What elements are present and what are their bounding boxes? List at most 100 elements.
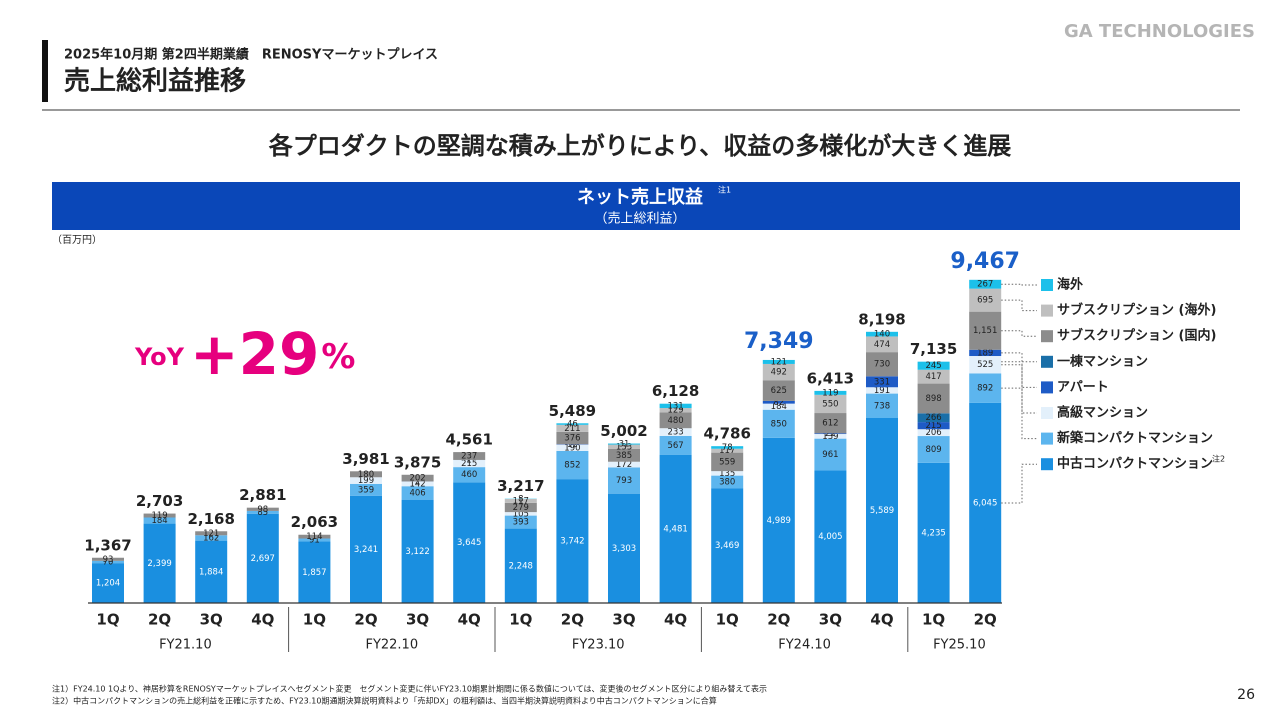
page-number: 26 (1237, 687, 1255, 703)
value-label: 117 (513, 496, 529, 506)
bar-segment (814, 433, 847, 435)
legend-swatch (1041, 432, 1053, 445)
value-label: 898 (925, 394, 941, 404)
bar-segment (814, 470, 847, 603)
legend-swatch (1041, 279, 1053, 291)
bar-segment (659, 428, 692, 436)
value-label: 119 (822, 388, 838, 398)
bar-segment (659, 408, 692, 413)
bar-segment (866, 376, 898, 388)
bar-segment (350, 477, 382, 484)
bar-segment (298, 534, 331, 539)
title: 売上総利益推移 (64, 66, 246, 97)
value-label: 738 (874, 401, 890, 411)
group-label: FY25.10 (933, 638, 986, 653)
bar-segment (246, 513, 279, 603)
value-label: 5,589 (870, 506, 894, 516)
value-label: 267 (977, 280, 993, 290)
value-label: 460 (461, 470, 477, 480)
value-label: 3,645 (457, 538, 481, 548)
value-label: 172 (616, 460, 632, 470)
total-label: 7,349 (744, 329, 814, 354)
x-tick-label: 1Q (96, 611, 119, 629)
bar-segment (969, 356, 1002, 374)
x-tick-label: 4Q (251, 611, 274, 629)
value-label: 78 (722, 443, 733, 453)
value-label: 93 (103, 555, 114, 565)
value-label: 2,697 (251, 554, 275, 564)
value-label: 961 (822, 450, 838, 460)
value-label: 793 (616, 476, 632, 486)
bar-segment (917, 436, 950, 463)
value-label: 245 (925, 361, 941, 371)
bar-segment (659, 412, 692, 429)
value-label: 850 (771, 419, 787, 429)
bar-segment (608, 443, 640, 445)
value-label: 82 (773, 398, 784, 408)
total-label: 4,561 (445, 431, 492, 449)
value-label: 121 (203, 529, 219, 539)
value-label: 119 (151, 511, 167, 521)
value-label: 139 (822, 432, 838, 442)
legend-label: 一棟マンション (1057, 353, 1148, 369)
legend-label: 海外 (1057, 277, 1083, 293)
value-label: 237 (461, 452, 477, 462)
bar-segment (711, 475, 744, 489)
value-label: 1,857 (302, 568, 326, 578)
bar-segment (556, 479, 589, 603)
value-label: 852 (564, 461, 580, 471)
bar-segment (917, 413, 950, 423)
unit-label: （百万円） (52, 234, 102, 246)
value-label: 105 (513, 509, 529, 519)
bar-segment (504, 512, 537, 516)
leader-line (1001, 364, 1037, 414)
value-label: 4,989 (767, 516, 791, 526)
footnote: 注1）FY24.10 1Qより、神居秒算をRENOSYマーケットプレイスへセグメ… (52, 684, 767, 694)
bar-segment (504, 528, 537, 603)
bar-segment (762, 437, 795, 603)
yoy-label: YoY (134, 343, 185, 371)
x-tick-label: 2Q (767, 611, 790, 629)
bar-segment (762, 400, 795, 404)
bar-segment (969, 288, 1002, 312)
subtitle: 2025年10月期 第2四半期業績 RENOSYマーケットプレイス (64, 47, 438, 63)
value-label: 12 (567, 440, 578, 450)
bar-segment (608, 461, 640, 468)
bar-segment (298, 538, 331, 542)
total-label: 5,489 (549, 402, 596, 420)
total-label: 6,413 (807, 369, 854, 387)
bar-segment (504, 515, 537, 529)
bar-segment (195, 531, 228, 536)
bar-segment (866, 331, 898, 337)
value-label: 612 (822, 419, 838, 429)
value-label: 142 (409, 479, 425, 489)
bar-segment (608, 448, 640, 462)
value-label: 331 (874, 377, 890, 387)
value-label: 202 (409, 474, 425, 484)
x-tick-label: 2Q (148, 611, 171, 629)
banner (52, 182, 1240, 230)
total-label: 2,881 (239, 486, 286, 504)
bar-segment (453, 460, 486, 468)
value-label: 189 (977, 348, 993, 358)
bar-segment (866, 352, 898, 377)
value-label: 190 (564, 443, 580, 453)
total-label: 9,467 (950, 249, 1020, 274)
value-label: 809 (925, 445, 941, 455)
bar-segment (401, 474, 434, 482)
total-label: 3,217 (497, 477, 544, 495)
value-label: 121 (771, 357, 787, 367)
bar-segment (556, 444, 589, 451)
legend-swatch (1041, 458, 1053, 471)
bar-segment (453, 452, 486, 460)
legend-swatch (1041, 407, 1053, 419)
bar-segment (246, 507, 279, 511)
bar-segment (246, 510, 279, 514)
value-label: 31 (619, 440, 630, 450)
bar-segment (504, 502, 537, 513)
bar-segment (866, 387, 898, 394)
value-label: 380 (719, 477, 735, 487)
bar-segment (556, 423, 589, 425)
bar-segment (711, 471, 744, 476)
leader-line (1001, 283, 1037, 286)
